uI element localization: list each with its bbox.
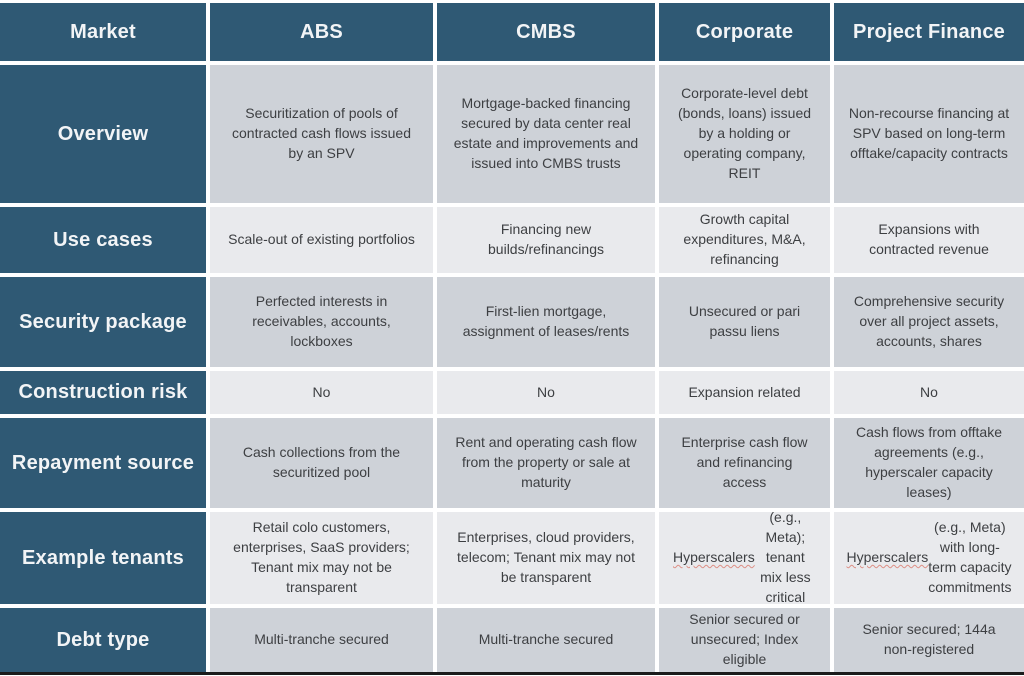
header-market: Market [0, 3, 206, 61]
cell-use-cases-cmbs: Financing new builds/refinancings [437, 207, 655, 273]
header-corporate: Corporate [659, 3, 830, 61]
cell-security-package-abs: Perfected interests in receivables, acco… [210, 277, 433, 367]
cell-repayment-source-project-finance: Cash flows from offtake agreements (e.g.… [834, 418, 1024, 508]
cell-debt-type-corporate: Senior secured or unsecured; Index eligi… [659, 608, 830, 672]
cell-debt-type-project-finance: Senior secured; 144a non-registered [834, 608, 1024, 672]
bottom-border-line [0, 672, 1024, 675]
spellcheck-underlined-word: Hyperscalers [673, 549, 755, 566]
row-label-debt-type: Debt type [0, 608, 206, 672]
cell-example-tenants-abs: Retail colo customers, enterprises, SaaS… [210, 512, 433, 604]
header-cmbs: CMBS [437, 3, 655, 61]
row-label-security-package: Security package [0, 277, 206, 367]
cell-use-cases-corporate: Growth capital expenditures, M&A, refina… [659, 207, 830, 273]
cell-debt-type-abs: Multi-tranche secured [210, 608, 433, 672]
cell-overview-project-finance: Non-recourse financing at SPV based on l… [834, 65, 1024, 203]
cell-example-tenants-corporate: Hyperscalers (e.g., Meta); tenant mix le… [659, 509, 830, 605]
row-label-overview: Overview [0, 65, 206, 203]
cell-example-tenants-cmbs: Enterprises, cloud providers, telecom; T… [437, 512, 655, 604]
row-label-use-cases: Use cases [0, 207, 206, 273]
cell-overview-abs: Securitization of pools of contracted ca… [210, 65, 433, 203]
cell-overview-corporate: Corporate-level debt (bonds, loans) issu… [659, 65, 830, 203]
header-abs: ABS [210, 3, 433, 61]
cell-security-package-corporate: Unsecured or pari passu liens [659, 277, 830, 367]
row-label-construction-risk: Construction risk [0, 371, 206, 414]
spellcheck-underlined-word: Hyperscalers [846, 549, 929, 566]
cell-repayment-source-cmbs: Rent and operating cash flow from the pr… [437, 418, 655, 508]
cell-repayment-source-corporate: Enterprise cash flow and refinancing acc… [659, 418, 830, 508]
cell-security-package-cmbs: First-lien mortgage, assignment of lease… [437, 277, 655, 367]
cell-security-package-project-finance: Comprehensive security over all project … [834, 277, 1024, 367]
cell-use-cases-project-finance: Expansions with contracted revenue [834, 207, 1024, 273]
cell-construction-risk-cmbs: No [437, 371, 655, 414]
row-label-example-tenants: Example tenants [0, 512, 206, 604]
cell-overview-cmbs: Mortgage-backed financing secured by dat… [437, 65, 655, 203]
cell-use-cases-abs: Scale-out of existing portfolios [210, 207, 433, 273]
row-label-repayment-source: Repayment source [0, 418, 206, 508]
cell-repayment-source-abs: Cash collections from the securitized po… [210, 418, 433, 508]
cell-construction-risk-abs: No [210, 371, 433, 414]
market-comparison-table: Market ABS CMBS Corporate Project Financ… [0, 3, 1024, 672]
cell-example-tenants-project-finance: Hyperscalers (e.g., Meta) with long-term… [834, 512, 1024, 604]
header-project-finance: Project Finance [834, 3, 1024, 61]
cell-construction-risk-project-finance: No [834, 371, 1024, 414]
cell-construction-risk-corporate: Expansion related [659, 371, 830, 414]
cell-debt-type-cmbs: Multi-tranche secured [437, 608, 655, 672]
